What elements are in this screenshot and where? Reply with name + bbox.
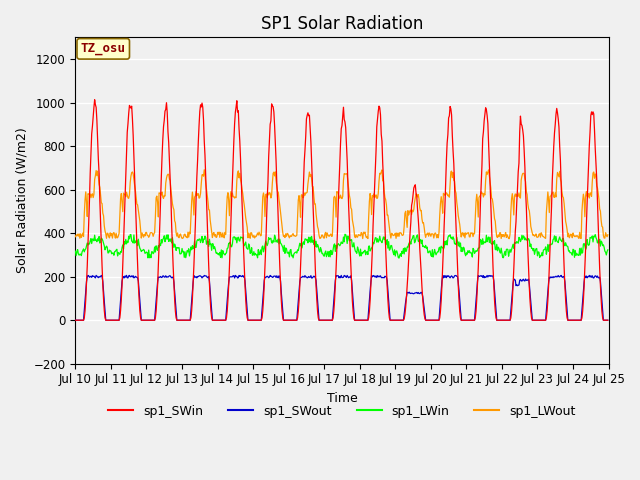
X-axis label: Time: Time [326,392,357,405]
Legend: sp1_SWin, sp1_SWout, sp1_LWin, sp1_LWout: sp1_SWin, sp1_SWout, sp1_LWin, sp1_LWout [103,400,581,423]
Title: SP1 Solar Radiation: SP1 Solar Radiation [260,15,423,33]
Text: TZ_osu: TZ_osu [81,42,125,55]
Y-axis label: Solar Radiation (W/m2): Solar Radiation (W/m2) [15,128,28,274]
